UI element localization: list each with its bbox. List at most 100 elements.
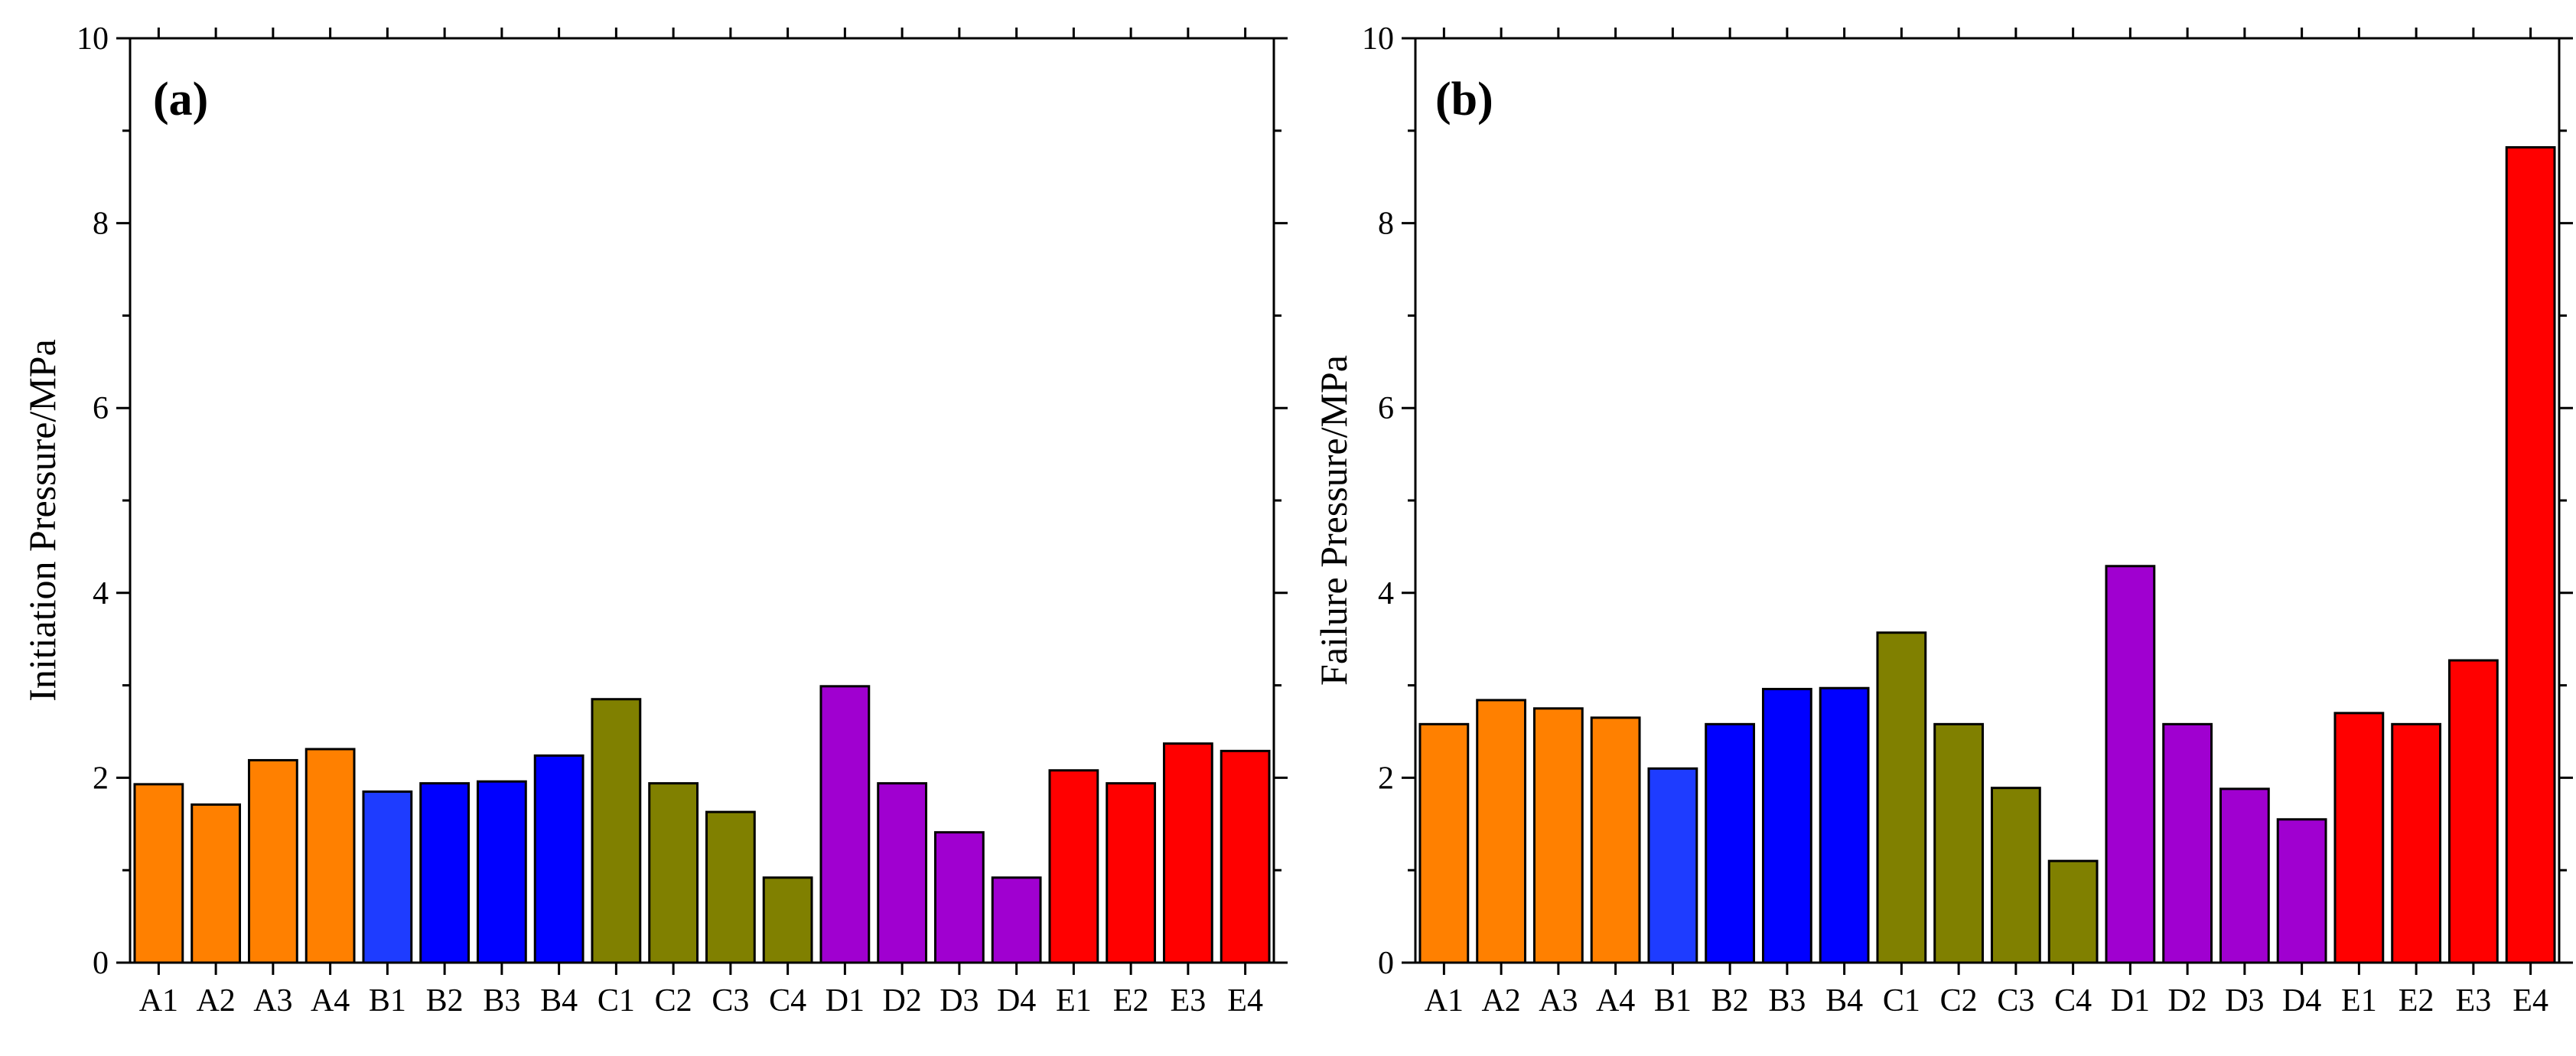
x-tick-label-a-c1: C1 <box>598 983 635 1019</box>
y-axis-title-a: Initiation Pressure/MPa <box>21 339 64 702</box>
x-tick-label-b-b2: B2 <box>1711 983 1749 1019</box>
x-tick-label-b-e3: E3 <box>2456 983 2492 1019</box>
bar-a-c3 <box>705 810 756 964</box>
panel-label-a: (a) <box>153 73 208 125</box>
bar-b-c4 <box>2047 859 2099 964</box>
bar-b-b1 <box>1647 767 1698 964</box>
bar-b-b2 <box>1705 722 1756 964</box>
y-tick-label-a: 6 <box>93 391 109 426</box>
bar-b-c3 <box>1990 787 2041 964</box>
y-tick-label-a: 0 <box>93 946 109 981</box>
bar-b-b4 <box>1819 686 1870 964</box>
x-tick-label-b-a4: A4 <box>1596 983 1635 1019</box>
x-tick-label-b-d4: D4 <box>2282 983 2321 1019</box>
x-tick-label-b-b1: B1 <box>1654 983 1692 1019</box>
bar-a-c1 <box>591 698 642 964</box>
bar-a-e1 <box>1048 769 1099 964</box>
bar-b-d4 <box>2276 818 2327 964</box>
x-tick-label-a-c4: C4 <box>769 983 806 1019</box>
x-tick-label-a-e1: E1 <box>1056 983 1092 1019</box>
bar-a-a1 <box>133 783 184 964</box>
x-tick-label-b-d2: D2 <box>2167 983 2206 1019</box>
x-tick-label-b-c4: C4 <box>2054 983 2092 1019</box>
bar-b-d1 <box>2105 565 2156 964</box>
bar-b-e2 <box>2391 722 2442 964</box>
bar-a-b2 <box>419 782 471 964</box>
chart-panel-a: (a) Initiation Pressure/MPa 0 2 4 6 8 10 A1 A2 A… <box>21 21 1288 1019</box>
x-tick-label-a-a4: A4 <box>311 983 350 1019</box>
x-tick-label-a-b3: B3 <box>483 983 520 1019</box>
plot-frame-a <box>129 37 1275 964</box>
x-tick-label-a-b2: B2 <box>426 983 464 1019</box>
bar-a-b3 <box>476 780 527 964</box>
x-tick-label-a-a2: A2 <box>196 983 235 1019</box>
bar-b-a4 <box>1590 716 1641 964</box>
chart-panel-b: (b) Failure Pressure/MPa 0 2 4 6 8 10 A1 A2 A3 A4… <box>1312 21 2573 1019</box>
y-tick-label-b: 4 <box>1378 576 1394 611</box>
x-tick-label-b-a1: A1 <box>1425 983 1464 1019</box>
bar-b-d3 <box>2219 787 2270 964</box>
y-tick-label-b: 6 <box>1378 391 1394 426</box>
bar-a-a2 <box>191 803 242 964</box>
bar-a-e4 <box>1220 749 1271 964</box>
bar-b-a1 <box>1418 722 1470 964</box>
x-tick-label-b-e4: E4 <box>2512 983 2548 1019</box>
x-tick-label-b-a3: A3 <box>1539 983 1578 1019</box>
bar-b-c1 <box>1876 631 1927 964</box>
bar-a-a4 <box>304 748 356 964</box>
bar-a-a3 <box>247 758 298 964</box>
bar-b-d2 <box>2162 722 2213 964</box>
bar-a-e2 <box>1106 782 1157 964</box>
bar-b-a2 <box>1476 699 1527 964</box>
bar-b-b3 <box>1761 687 1812 964</box>
x-tick-label-b-c1: C1 <box>1883 983 1920 1019</box>
y-tick-label-a: 10 <box>77 21 109 57</box>
x-tick-label-a-e2: E2 <box>1113 983 1149 1019</box>
x-tick-label-b-e2: E2 <box>2399 983 2434 1019</box>
y-axis-title-b: Failure Pressure/MPa <box>1312 355 1355 686</box>
x-tick-label-a-c2: C2 <box>655 983 692 1019</box>
bar-a-d4 <box>991 876 1042 964</box>
x-tick-label-a-a3: A3 <box>253 983 292 1019</box>
bar-a-c4 <box>762 876 813 964</box>
x-tick-label-a-c3: C3 <box>712 983 749 1019</box>
x-tick-label-b-d1: D1 <box>2111 983 2150 1019</box>
x-tick-label-a-d1: D1 <box>826 983 865 1019</box>
x-tick-label-a-d2: D2 <box>882 983 921 1019</box>
x-tick-label-a-a1: A1 <box>139 983 178 1019</box>
bar-a-b1 <box>362 790 413 964</box>
y-tick-label-a: 8 <box>93 207 109 242</box>
bar-a-d1 <box>819 685 871 964</box>
bar-a-b4 <box>533 754 585 964</box>
x-tick-label-b-b3: B3 <box>1768 983 1806 1019</box>
bar-b-c2 <box>1933 722 1985 964</box>
x-tick-label-b-c3: C3 <box>1997 983 2034 1019</box>
x-tick-label-a-e4: E4 <box>1227 983 1263 1019</box>
x-tick-label-a-b4: B4 <box>540 983 578 1019</box>
bar-a-d3 <box>933 831 985 964</box>
x-tick-label-b-e1: E1 <box>2341 983 2377 1019</box>
bar-b-e1 <box>2333 712 2385 964</box>
bar-a-c2 <box>648 782 699 964</box>
plot-frame-b <box>1414 37 2561 964</box>
x-tick-label-a-b1: B1 <box>369 983 406 1019</box>
x-tick-label-a-e3: E3 <box>1171 983 1207 1019</box>
y-tick-label-b: 10 <box>1362 21 1394 57</box>
bar-b-e4 <box>2505 146 2556 964</box>
bar-a-e3 <box>1162 742 1213 964</box>
y-tick-label-a: 2 <box>93 761 109 796</box>
y-tick-label-a: 4 <box>93 576 109 611</box>
x-tick-label-b-c2: C2 <box>1940 983 1978 1019</box>
x-tick-label-a-d3: D3 <box>940 983 979 1019</box>
x-tick-label-a-d4: D4 <box>997 983 1036 1019</box>
x-tick-label-b-b4: B4 <box>1825 983 1863 1019</box>
bar-b-e3 <box>2447 659 2499 964</box>
x-tick-label-b-d3: D3 <box>2225 983 2264 1019</box>
x-tick-label-b-a2: A2 <box>1481 983 1520 1019</box>
y-tick-label-b: 8 <box>1378 207 1394 242</box>
bar-a-d2 <box>877 782 928 964</box>
y-tick-label-b: 2 <box>1378 761 1394 796</box>
panel-label-b: (b) <box>1435 73 1493 125</box>
bar-b-a3 <box>1532 707 1584 964</box>
